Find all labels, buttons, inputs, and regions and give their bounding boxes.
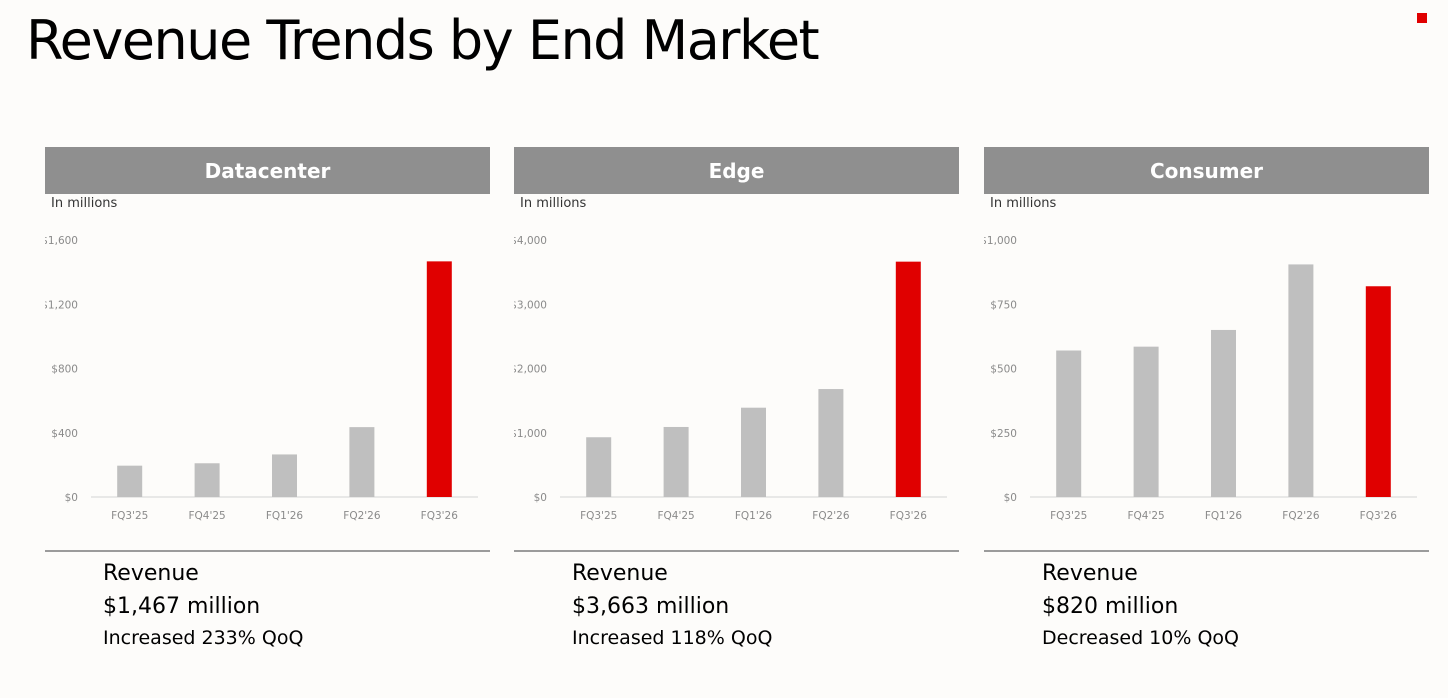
panel-datacenter: Datacenter In millions $0$400$800$1,200$… <box>45 147 490 667</box>
divider <box>514 550 959 552</box>
x-tick-label: FQ4'25 <box>188 510 225 522</box>
x-tick-label: FQ1'26 <box>266 510 304 522</box>
revenue-change: Decreased 10% QoQ <box>1042 627 1239 649</box>
bar-chart-consumer: $0 $250 $500 $750 $1,000 FQ3'25 FQ4'25 FQ1'26 FQ… <box>984 235 1417 522</box>
revenue-label: Revenue <box>1042 561 1138 586</box>
corner-accent-mark <box>1417 13 1427 23</box>
revenue-summary: Revenue $3,663 million Increased 118% Qo… <box>572 557 772 654</box>
bar-fq325 <box>1056 350 1082 497</box>
x-tick-label: FQ3'26 <box>421 510 459 522</box>
y-tick-label: $250 <box>990 428 1017 440</box>
y-tick-label: $750 <box>990 299 1017 311</box>
bar-fq126 <box>1211 329 1236 497</box>
y-tick-label: $2,000 <box>514 364 547 376</box>
bar-fq325 <box>586 437 612 497</box>
units-label: In millions <box>990 196 1057 211</box>
panel-edge: Edge In millions $0 $1,000 $2,000 $3,000 $4,… <box>514 147 959 667</box>
x-tick-label: FQ1'26 <box>735 510 773 522</box>
revenue-summary: Revenue $820 million Decreased 10% QoQ <box>1042 557 1239 654</box>
revenue-change: Increased 118% QoQ <box>572 627 773 649</box>
y-tick-label: $0 <box>534 492 547 504</box>
x-tick-label: FQ2'26 <box>343 510 381 522</box>
x-tick-label: FQ3'25 <box>1050 510 1087 522</box>
units-label: In millions <box>520 196 587 211</box>
bar-fq326 <box>1365 286 1391 497</box>
panel-header: Datacenter <box>45 147 490 194</box>
bar-fq226 <box>349 427 375 497</box>
revenue-label: Revenue <box>103 561 199 586</box>
y-tick-label: $500 <box>990 364 1017 376</box>
x-tick-label: FQ2'26 <box>812 510 850 522</box>
bar-fq425 <box>1133 346 1159 497</box>
revenue-value: $820 million <box>1042 594 1179 619</box>
panel-header: Consumer <box>984 147 1429 194</box>
bar-fq126 <box>741 407 766 497</box>
x-tick-label: FQ1'26 <box>1205 510 1243 522</box>
divider <box>984 550 1429 552</box>
bar-fq226 <box>1288 264 1314 497</box>
y-tick-label: $3,000 <box>514 299 547 311</box>
units-label: In millions <box>51 196 118 211</box>
y-tick-label: $400 <box>51 428 78 440</box>
revenue-label: Revenue <box>572 561 668 586</box>
x-tick-label: FQ3'26 <box>890 510 928 522</box>
revenue-value: $1,467 million <box>103 594 261 619</box>
bar-fq326 <box>895 261 921 497</box>
x-tick-label: FQ3'25 <box>580 510 617 522</box>
y-tick-label: $0 <box>65 492 78 504</box>
x-tick-label: FQ4'25 <box>1127 510 1164 522</box>
x-tick-label: FQ2'26 <box>1282 510 1320 522</box>
panel-consumer: Consumer In millions $0 $250 $500 $750 $1,00… <box>984 147 1429 667</box>
x-tick-label: FQ4'25 <box>657 510 694 522</box>
bar-chart-edge: $0 $1,000 $2,000 $3,000 $4,000 FQ3'25 FQ4'25 FQ… <box>514 235 947 522</box>
panel-header: Edge <box>514 147 959 194</box>
y-tick-label: $1,000 <box>514 428 547 440</box>
revenue-change: Increased 233% QoQ <box>103 627 304 649</box>
bar-fq226 <box>818 389 844 497</box>
y-tick-label: $800 <box>51 364 78 376</box>
y-tick-label: $1,000 <box>984 235 1017 247</box>
y-tick-label: $0 <box>1004 492 1017 504</box>
bar-fq126 <box>272 454 297 497</box>
y-tick-label: $1,600 <box>45 235 78 247</box>
y-tick-label: $1,200 <box>45 299 78 311</box>
bar-fq326 <box>426 261 452 497</box>
bar-fq325 <box>117 465 143 497</box>
revenue-summary: Revenue $1,467 million Increased 233% Qo… <box>103 557 303 654</box>
bar-chart-datacenter: $0 $400 $800 $1,200 $1,600 FQ3'25 FQ4'25 FQ1'26… <box>45 235 478 522</box>
y-tick-label: $4,000 <box>514 235 547 247</box>
x-tick-label: FQ3'25 <box>111 510 148 522</box>
page-title: Revenue Trends by End Market <box>26 9 820 72</box>
x-tick-label: FQ3'26 <box>1360 510 1398 522</box>
divider <box>45 550 490 552</box>
bar-fq425 <box>194 463 220 497</box>
bar-fq425 <box>663 426 689 497</box>
revenue-value: $3,663 million <box>572 594 730 619</box>
